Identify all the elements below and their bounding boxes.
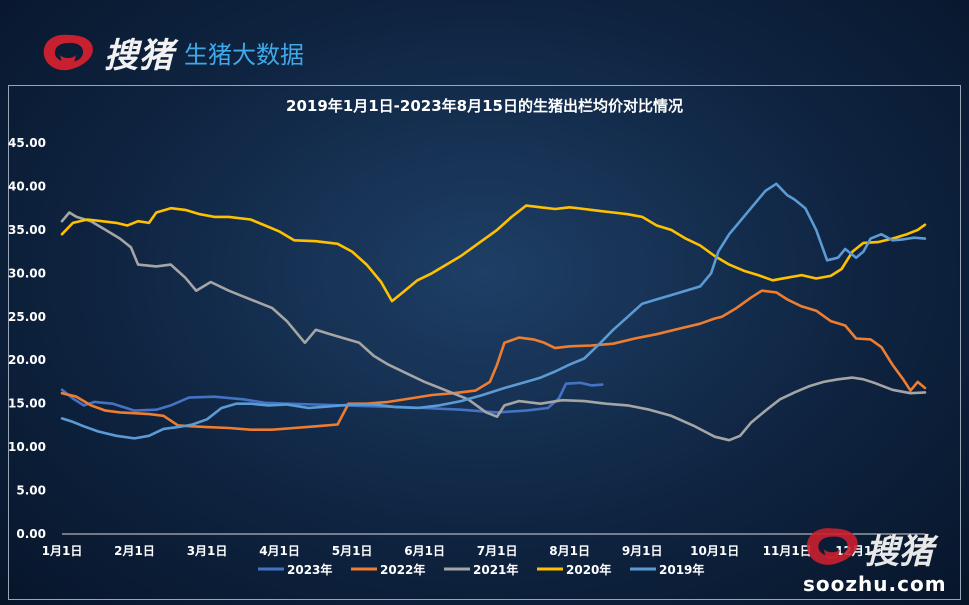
series-line-2019 [60, 182, 927, 440]
y-tick-label: 30.00 [8, 266, 46, 280]
legend-label-2020: 2020年 [566, 562, 611, 577]
y-tick-label: 35.00 [8, 223, 46, 237]
y-tick-label: 10.00 [8, 440, 46, 454]
watermark: 搜猪 soozhu.com [795, 522, 965, 602]
x-tick-label: 11月1日 [763, 544, 812, 558]
y-tick-label: 25.00 [8, 310, 46, 324]
watermark-logo-icon [806, 528, 858, 565]
legend-label-2023: 2023年 [287, 562, 332, 577]
brand-logo-icon [43, 34, 93, 71]
y-tick-label: 20.00 [8, 353, 46, 367]
y-tick-label: 15.00 [8, 397, 46, 411]
x-tick-label: 4月1日 [259, 544, 300, 558]
watermark-url: soozhu.com [803, 572, 947, 596]
legend: 2023年 2022年 2021年 2020年 2019年 [258, 562, 704, 577]
legend-label-2022: 2022年 [380, 562, 425, 577]
watermark-name: 搜猪 [865, 532, 933, 572]
brand-subtitle: 生猪大数据 [184, 40, 304, 69]
x-tick-label: 2月1日 [114, 544, 155, 558]
x-tick-label: 3月1日 [187, 544, 228, 558]
x-tick-label: 10月1日 [690, 544, 739, 558]
series-line-2021 [60, 211, 927, 442]
x-tick-label: 8月1日 [549, 544, 590, 558]
chart-frame [8, 85, 961, 600]
series-line-2020 [60, 204, 927, 303]
y-axis: 0.00 5.00 10.00 15.00 20.00 25.00 30.00 35.00 40… [8, 136, 46, 541]
series-line-2022 [60, 289, 927, 431]
x-tick-label: 7月1日 [477, 544, 518, 558]
series-line-2023 [60, 381, 604, 414]
x-tick-label: 1月1日 [42, 544, 83, 558]
brand-header: 搜猪 生猪大数据 [38, 28, 304, 76]
x-tick-label: 5月1日 [332, 544, 373, 558]
legend-label-2019: 2019年 [659, 562, 704, 577]
x-axis: 1月1日 2月1日 3月1日 4月1日 5月1日 6月1日 7月1日 8月1日 9月1日 10月1… [42, 533, 925, 558]
brand-name: 搜猪 [104, 35, 174, 76]
x-tick-label: 6月1日 [404, 544, 445, 558]
y-tick-label: 0.00 [16, 527, 46, 541]
x-tick-label: 9月1日 [622, 544, 663, 558]
chart-title: 2019年1月1日-2023年8月15日的生猪出栏均价对比情况 [286, 97, 683, 115]
y-tick-label: 40.00 [8, 179, 46, 193]
series-lines [60, 182, 927, 442]
y-tick-label: 45.00 [8, 136, 46, 150]
y-tick-label: 5.00 [16, 484, 46, 498]
legend-label-2021: 2021年 [473, 562, 518, 577]
